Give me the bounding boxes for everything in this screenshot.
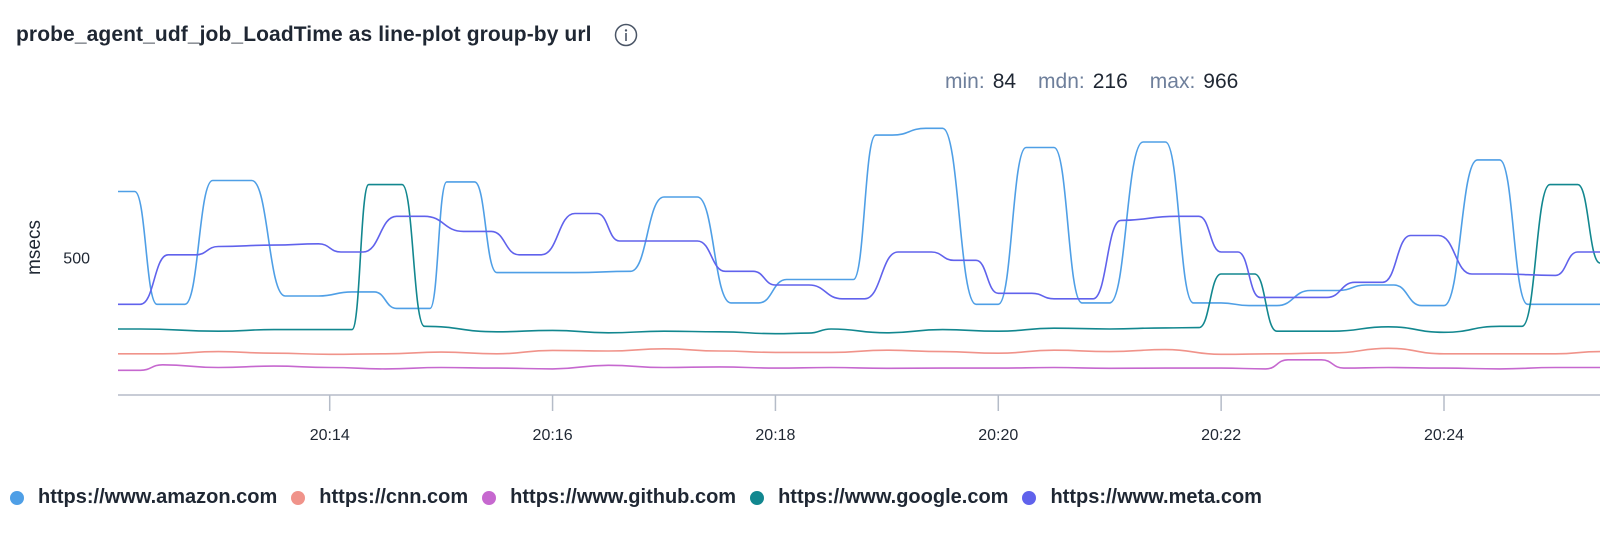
- x-tick-label: 20:16: [533, 427, 573, 444]
- series-line-4[interactable]: [118, 212, 1600, 306]
- x-tick-label: 20:24: [1424, 427, 1464, 444]
- legend-label: https://www.github.com: [510, 486, 737, 508]
- stats-summary: min: 84 mdn: 216 max: 966: [945, 70, 1260, 94]
- series-line-2[interactable]: [117, 358, 1600, 372]
- legend-swatch: [291, 490, 306, 505]
- chart-legend: https://www.amazon.com https://cnn.com htt…: [10, 486, 1276, 509]
- legend-label: https://cnn.com: [319, 486, 469, 508]
- legend-item[interactable]: https://www.google.com: [750, 486, 1008, 509]
- legend-swatch: [10, 490, 24, 505]
- legend-swatch: [1022, 490, 1037, 505]
- y-axis-label: msecs: [24, 220, 45, 275]
- x-tick-label: 20:20: [978, 427, 1018, 444]
- x-tick-label: 20:18: [755, 427, 795, 444]
- legend-item[interactable]: https://cnn.com: [291, 486, 468, 509]
- series-line-1[interactable]: [117, 347, 1600, 356]
- series-line-0[interactable]: [118, 127, 1600, 310]
- mdn-value: 216: [1092, 70, 1128, 93]
- info-circle-icon[interactable]: [614, 23, 638, 47]
- legend-swatch: [482, 490, 497, 505]
- chart-title: probe_agent_udf_job_LoadTime as line-plo…: [16, 23, 592, 46]
- legend-label: https://www.meta.com: [1050, 486, 1262, 508]
- legend-item[interactable]: https://www.amazon.com: [10, 486, 277, 509]
- x-tick-label: 20:14: [310, 427, 350, 444]
- line-chart[interactable]: 20:14 20:16 20:18 20:20 20:22 20:24 500 msecs: [0, 100, 1600, 480]
- series-line-3[interactable]: [117, 183, 1600, 335]
- mdn-label: mdn:: [1038, 70, 1085, 93]
- legend-label: https://www.amazon.com: [38, 486, 278, 508]
- legend-item[interactable]: https://www.meta.com: [1022, 486, 1262, 509]
- x-tick-label: 20:22: [1201, 427, 1241, 444]
- title-row: probe_agent_udf_job_LoadTime as line-plo…: [16, 18, 638, 52]
- y-tick-label: 500: [63, 251, 90, 268]
- min-label: min:: [945, 70, 985, 93]
- legend-item[interactable]: https://www.github.com: [482, 486, 736, 509]
- max-label: max:: [1149, 70, 1196, 93]
- legend-swatch: [750, 490, 765, 505]
- max-value: 966: [1203, 70, 1239, 93]
- legend-label: https://www.google.com: [778, 486, 1009, 508]
- min-value: 84: [992, 70, 1017, 93]
